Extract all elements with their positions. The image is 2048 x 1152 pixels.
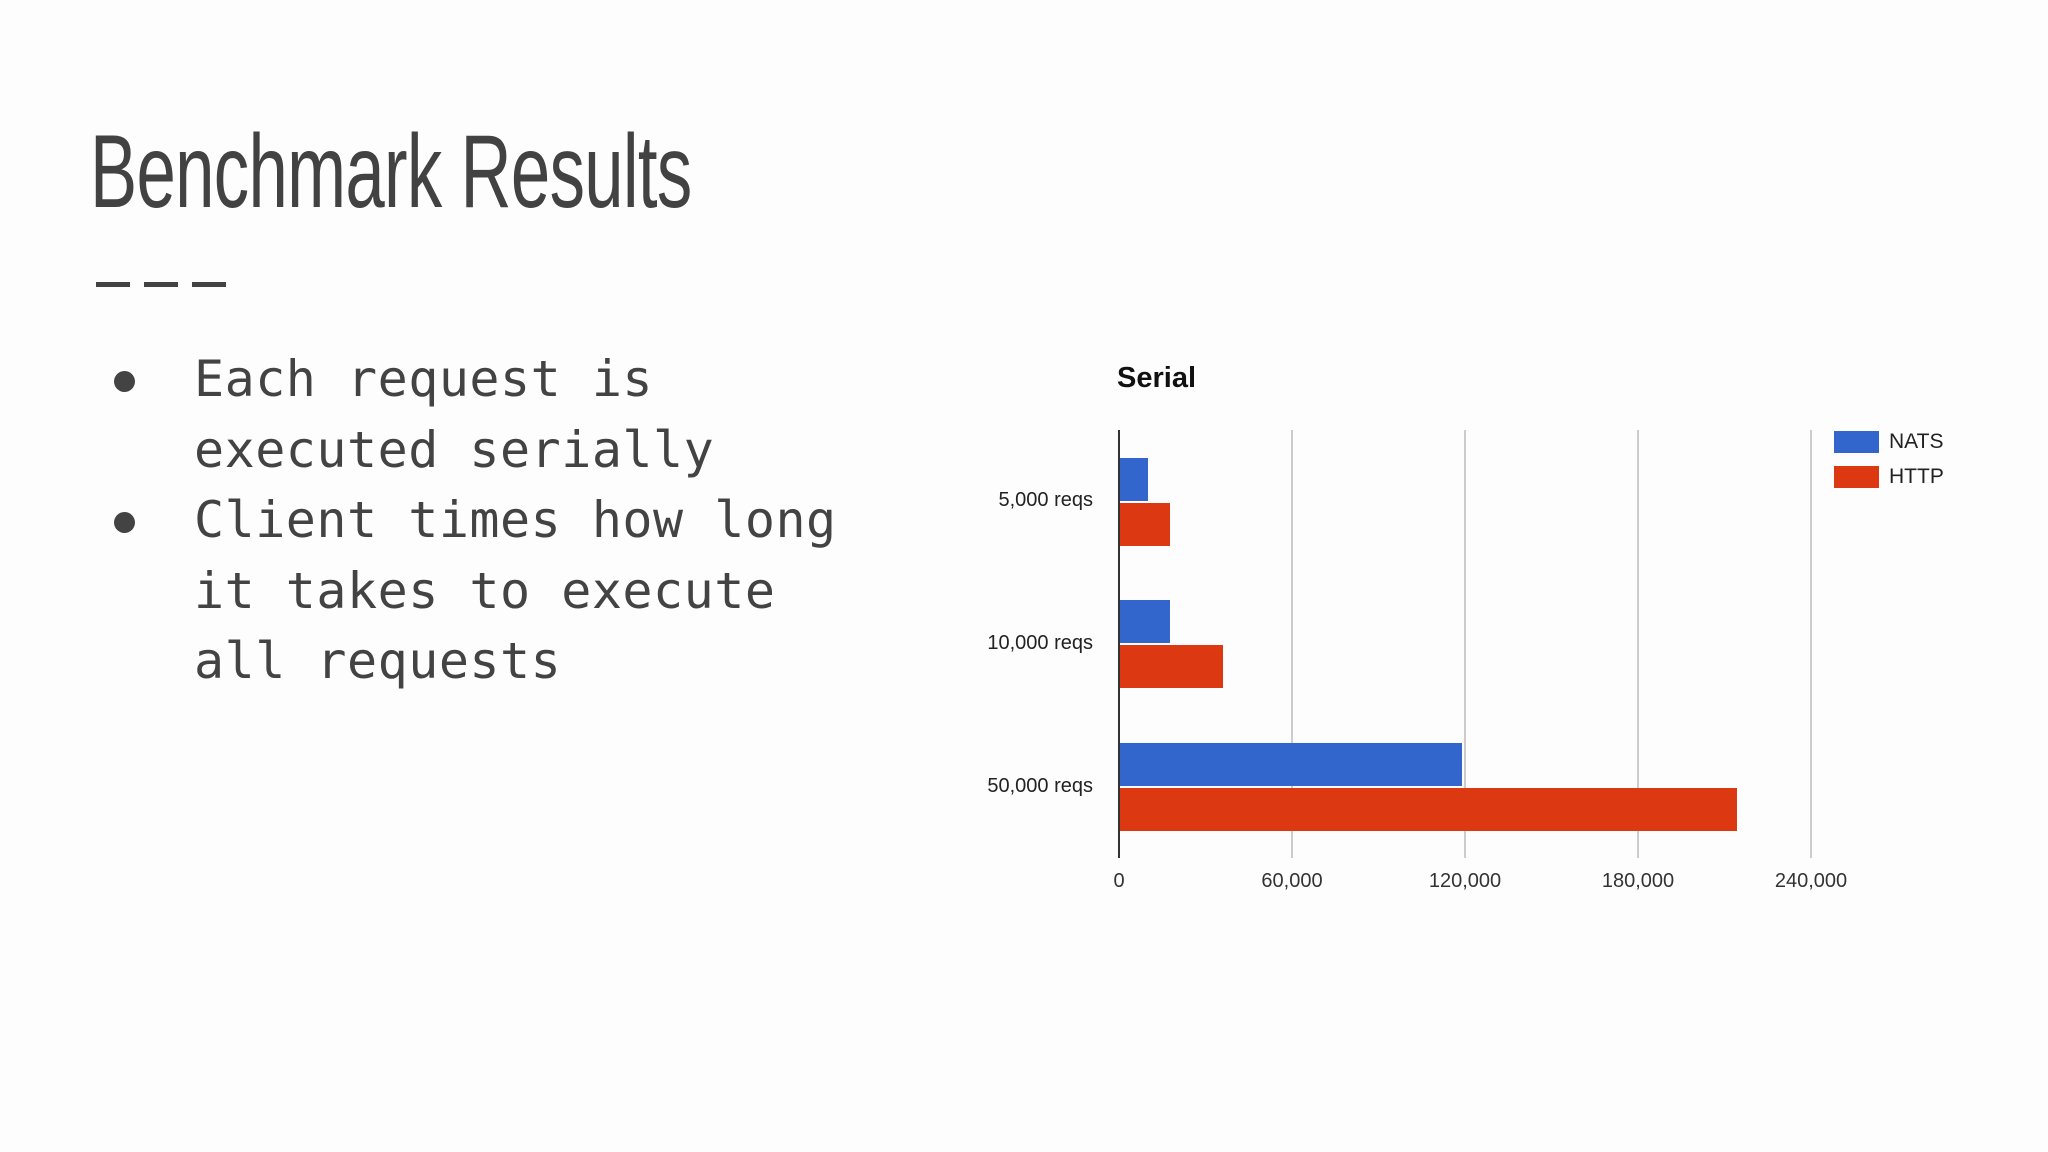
- x-tick-label: 240,000: [1774, 870, 1848, 892]
- legend-label: NATS: [1889, 430, 1944, 453]
- legend-swatch-nats: [1834, 431, 1879, 453]
- divider-dash: [96, 282, 130, 287]
- bar-nats-50000[interactable]: [1119, 743, 1462, 786]
- gridline: [1637, 430, 1639, 858]
- bar-nats-10000[interactable]: [1119, 600, 1170, 643]
- x-tick-label: 60,000: [1261, 870, 1323, 892]
- bar-http-10000[interactable]: [1119, 645, 1223, 688]
- gridline: [1464, 430, 1466, 858]
- category-label: 50,000 reqs: [987, 775, 1093, 797]
- x-tick-label: 180,000: [1601, 870, 1675, 892]
- bullet-item: Each request is executed serially: [110, 344, 954, 485]
- bar-http-5000[interactable]: [1119, 503, 1170, 546]
- bullet-line: Client times how long: [194, 491, 837, 549]
- x-tick-label: 120,000: [1428, 870, 1502, 892]
- plot-area: [1118, 430, 1812, 858]
- legend-item-http[interactable]: HTTP: [1834, 465, 1944, 489]
- bullet-item: Client times how long it takes to execut…: [110, 485, 954, 697]
- bullet-line: executed serially: [194, 420, 715, 479]
- bullet-line: all requests: [194, 632, 562, 690]
- bullet-list: Each request is executed serially Client…: [110, 344, 954, 697]
- y-axis-line: [1118, 430, 1120, 858]
- gridline: [1810, 430, 1812, 858]
- bar-http-50000[interactable]: [1119, 788, 1737, 831]
- bullet-line: Each request is: [194, 350, 654, 408]
- title-divider: [96, 282, 226, 287]
- divider-dash: [144, 282, 178, 287]
- legend-item-nats[interactable]: NATS: [1834, 430, 1943, 454]
- x-tick-label: 0: [1113, 870, 1125, 892]
- bullet-line: it takes to execute: [194, 561, 776, 620]
- chart-title: Serial: [1117, 362, 1196, 394]
- bullet-dot-icon: [114, 371, 135, 392]
- bar-nats-5000[interactable]: [1119, 458, 1148, 501]
- gridline: [1291, 430, 1293, 858]
- legend-swatch-http: [1834, 466, 1879, 488]
- divider-dash: [192, 282, 226, 287]
- bullet-dot-icon: [114, 512, 135, 533]
- slide-title: Benchmark Results: [90, 114, 692, 230]
- category-label: 5,000 reqs: [998, 489, 1093, 511]
- legend-label: HTTP: [1889, 465, 1944, 488]
- category-label: 10,000 reqs: [987, 632, 1093, 654]
